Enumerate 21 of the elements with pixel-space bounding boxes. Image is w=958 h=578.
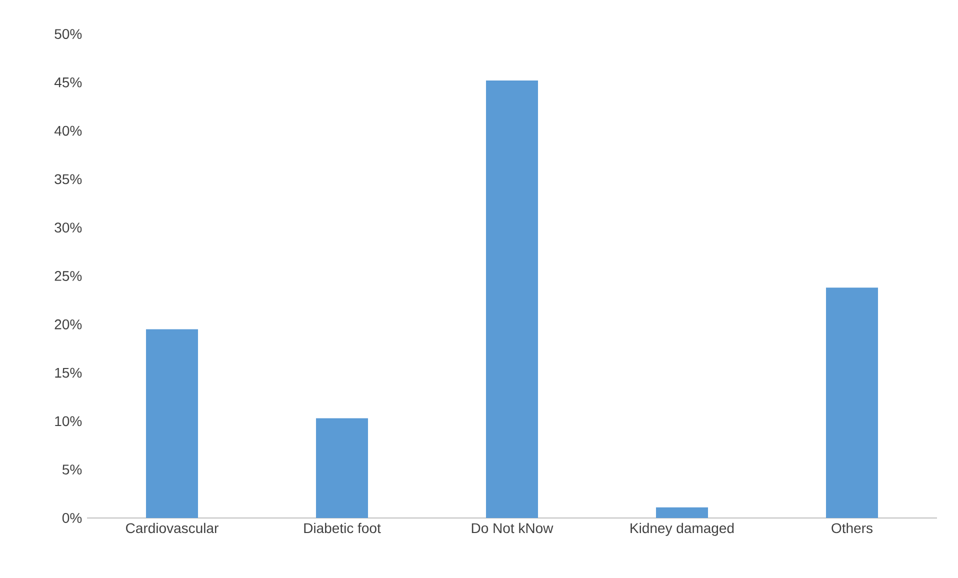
- y-tick-label: 45%: [54, 77, 82, 88]
- y-tick-label: 15%: [55, 368, 82, 378]
- bar: [656, 507, 708, 518]
- y-tick-label: 35%: [54, 174, 82, 184]
- x-tick-label: Kidney damaged: [630, 522, 734, 536]
- bar: [146, 329, 198, 518]
- bar: [316, 418, 368, 518]
- bar: [826, 288, 878, 518]
- y-tick-label: 50%: [54, 29, 82, 39]
- x-tick-label: Do Not kNow: [472, 522, 554, 534]
- x-tick-label: Diabetic foot: [304, 522, 381, 534]
- x-tick-label: Others: [832, 522, 872, 534]
- y-tick-label: 0%: [62, 513, 82, 523]
- y-tick-label: 40%: [54, 126, 82, 136]
- y-tick-label: 25%: [54, 271, 82, 281]
- y-tick-label: 10%: [55, 416, 82, 426]
- y-tick-label: 20%: [54, 319, 82, 330]
- x-tick-label: Cardiovascular: [126, 522, 218, 534]
- y-tick-label: 5%: [62, 464, 82, 475]
- y-tick-label: 30%: [54, 222, 82, 233]
- bar: [486, 80, 538, 518]
